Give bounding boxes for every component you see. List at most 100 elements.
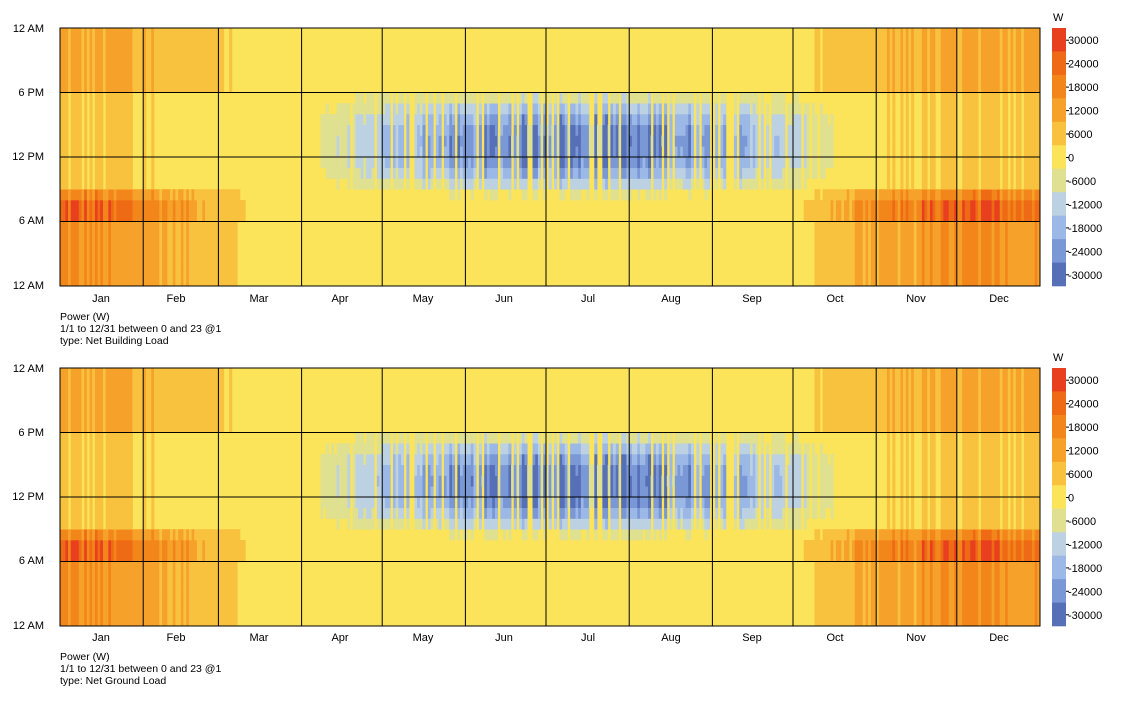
heatmap-cell xyxy=(905,49,909,61)
heatmap-cell xyxy=(975,124,979,136)
heatmap-cell xyxy=(599,146,603,158)
heatmap-cell xyxy=(73,167,77,179)
heatmap-cell xyxy=(905,221,909,233)
heatmap-cell xyxy=(127,124,131,136)
heatmap-cell xyxy=(1034,210,1038,222)
heatmap-cell xyxy=(94,464,98,476)
heatmap-cell xyxy=(129,615,133,627)
heatmap-cell xyxy=(127,81,131,93)
heatmap-cell xyxy=(366,92,370,104)
heatmap-cell xyxy=(70,411,74,423)
heatmap-cell xyxy=(537,114,541,126)
heatmap-cell xyxy=(119,38,123,50)
heatmap-cell xyxy=(100,232,104,244)
heatmap-cell xyxy=(932,103,936,115)
heatmap-cell xyxy=(594,92,598,104)
heatmap-cell xyxy=(97,200,101,212)
heatmap-cell xyxy=(100,389,104,401)
heatmap-cell xyxy=(148,60,152,72)
heatmap-cell xyxy=(841,200,845,212)
heatmap-cell xyxy=(438,103,442,115)
heatmap-cell xyxy=(503,146,507,158)
heatmap-cell xyxy=(73,253,77,265)
heatmap-cell xyxy=(108,475,112,487)
heatmap-cell xyxy=(105,103,109,115)
heatmap-cell xyxy=(360,114,364,126)
heatmap-cell xyxy=(438,124,442,136)
heatmap-cell xyxy=(73,454,77,466)
heatmap-cell xyxy=(194,38,198,50)
heatmap-cell xyxy=(78,421,82,433)
heatmap-cell xyxy=(94,124,98,136)
heatmap-cell xyxy=(119,615,123,627)
heatmap-cell xyxy=(124,49,128,61)
heatmap-cell xyxy=(97,146,101,158)
heatmap-cell xyxy=(690,157,695,169)
heatmap-cell xyxy=(143,189,147,201)
heatmap-cell xyxy=(368,157,372,169)
heatmap-cell xyxy=(854,28,858,40)
heatmap-cell xyxy=(975,210,979,222)
heatmap-cell xyxy=(997,253,1001,265)
heatmap-cell xyxy=(895,71,899,83)
heatmap-cell xyxy=(119,146,123,158)
heatmap-cell xyxy=(886,210,891,222)
heatmap-cell xyxy=(194,253,198,265)
x-tick-label: Feb xyxy=(167,293,186,305)
heatmap-cell xyxy=(180,38,184,50)
heatmap-cell xyxy=(980,200,985,212)
heatmap-cell xyxy=(486,114,490,126)
heatmap-cell xyxy=(983,200,987,212)
heatmap-cell xyxy=(954,81,958,93)
heatmap-cell xyxy=(744,124,748,136)
heatmap-cell xyxy=(830,49,834,61)
heatmap-cell xyxy=(62,518,66,530)
heatmap-cell xyxy=(94,114,98,126)
heatmap-cell xyxy=(548,157,552,169)
heatmap-cell xyxy=(881,71,885,83)
heatmap-cell xyxy=(175,38,179,50)
heatmap-cell xyxy=(782,114,786,126)
heatmap-cell xyxy=(954,264,958,276)
heatmap-cell xyxy=(911,210,915,222)
heatmap-cell xyxy=(900,221,904,233)
heatmap-cell xyxy=(503,103,507,115)
heatmap-cell xyxy=(959,232,963,244)
heatmap-cell xyxy=(929,38,933,50)
heatmap-cell xyxy=(151,604,155,616)
heatmap-cell xyxy=(605,146,609,158)
heatmap-cell xyxy=(567,124,571,136)
heatmap-cell xyxy=(787,178,791,190)
heatmap-cell xyxy=(116,400,120,412)
heatmap-cell xyxy=(113,81,117,93)
heatmap-cell xyxy=(895,28,899,40)
heatmap-cell xyxy=(460,124,464,136)
heatmap-cell xyxy=(916,264,920,276)
heatmap-cell xyxy=(73,28,77,40)
heatmap-cell xyxy=(873,49,877,61)
heatmap-cell xyxy=(457,103,461,115)
heatmap-cell xyxy=(943,60,947,72)
heatmap-cell xyxy=(940,124,944,136)
heatmap-cell xyxy=(615,189,619,201)
heatmap-cell xyxy=(137,411,141,423)
heatmap-cell xyxy=(744,146,748,158)
heatmap-cell xyxy=(988,253,993,265)
heatmap-cell xyxy=(564,114,568,126)
heatmap-cell xyxy=(513,167,517,179)
heatmap-cell xyxy=(543,124,547,136)
heatmap-cell xyxy=(333,146,337,158)
heatmap-cell xyxy=(997,210,1001,222)
heatmap-cell xyxy=(513,103,517,115)
heatmap-cell xyxy=(100,38,104,50)
heatmap-cell xyxy=(779,146,783,158)
heatmap-cell xyxy=(97,60,101,72)
heatmap-cell xyxy=(102,60,107,72)
heatmap-cell xyxy=(68,400,72,412)
heatmap-cell xyxy=(116,232,120,244)
heatmap-cell xyxy=(1005,167,1009,179)
heatmap-cell xyxy=(183,210,187,222)
heatmap-cell xyxy=(167,210,171,222)
heatmap-cell xyxy=(60,253,64,265)
heatmap-cell xyxy=(392,146,397,158)
